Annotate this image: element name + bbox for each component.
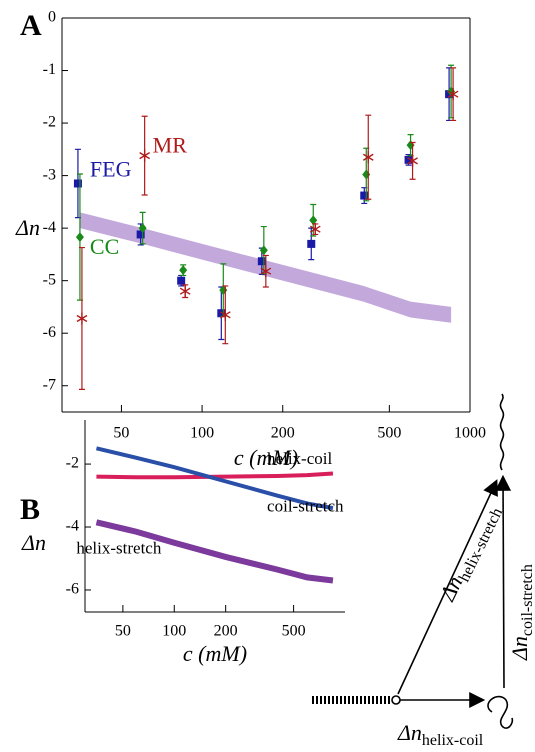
x-tick-label: 100 (162, 623, 186, 640)
x-axis-label: c (mM) (183, 641, 247, 666)
marker (404, 155, 413, 164)
joint (391, 695, 401, 705)
x-axis-label: c (mM) (234, 445, 298, 470)
marker (307, 239, 316, 248)
helix-icon (310, 696, 392, 704)
x-tick-label: 100 (190, 425, 214, 442)
x-tick-label: 200 (214, 623, 238, 640)
x-tick-label: 1000 (454, 425, 486, 442)
label-helix-stretch: Δnhelix-stretch (434, 500, 506, 607)
marker (447, 88, 459, 101)
marker (406, 140, 415, 151)
line (96, 471, 334, 480)
y-tick-label: -4 (43, 219, 56, 236)
symbol: Δn (397, 720, 422, 745)
y-tick-label: -3 (43, 166, 56, 183)
marker (76, 312, 88, 325)
marker (260, 265, 272, 278)
series-label: CC (90, 234, 119, 259)
diagram (310, 393, 514, 729)
line (95, 519, 334, 584)
x-tick-label: 500 (282, 623, 306, 640)
y-tick-label: -6 (66, 581, 79, 598)
y-tick-label: -1 (43, 61, 56, 78)
marker (360, 191, 369, 200)
y-tick-label: -2 (43, 114, 56, 131)
line-label: helix-coil (267, 449, 332, 468)
y-axis-label: Δn (21, 530, 46, 555)
marker (257, 257, 266, 266)
marker (309, 223, 321, 236)
marker (309, 215, 318, 226)
marker (138, 223, 147, 234)
y-tick-label: -5 (43, 271, 56, 288)
y-axis-label: Δn (15, 215, 40, 240)
marker (75, 232, 84, 243)
marker (445, 90, 454, 99)
marker (177, 276, 186, 285)
line (95, 446, 334, 511)
x-tick-label: 200 (271, 425, 295, 442)
y-tick-label: -4 (66, 518, 79, 535)
panel-label: A (20, 9, 42, 42)
subscript: helix-coil (422, 732, 484, 749)
marker (179, 285, 191, 298)
y-tick-label: -6 (43, 324, 56, 341)
x-tick-label: 50 (115, 623, 131, 640)
marker (362, 169, 371, 180)
line-label: helix-stretch (76, 539, 161, 558)
marker (136, 230, 145, 239)
marker (73, 179, 82, 188)
marker (139, 149, 151, 162)
subscript: coil-stretch (519, 564, 535, 636)
stretched-chain (499, 393, 505, 471)
x-tick-label: 500 (377, 425, 401, 442)
panel-label: B (20, 493, 40, 526)
coil-icon (487, 695, 514, 729)
marker (219, 308, 231, 321)
x-tick-label: 50 (113, 425, 129, 442)
label-helix-coil: Δnhelix-coil (397, 720, 484, 749)
marker (407, 154, 418, 167)
y-tick-label: -2 (66, 455, 79, 472)
series-label: MR (153, 133, 188, 158)
marker (179, 265, 188, 276)
marker (362, 151, 374, 164)
series-label: FEG (90, 157, 132, 182)
marker (259, 245, 268, 256)
symbol: Δn (507, 636, 532, 661)
y-tick-label: -7 (43, 376, 56, 393)
arrow-coil-stretch (495, 474, 512, 689)
arrow-helix-stretch (397, 479, 498, 695)
label-coil-stretch: Δncoil-stretch (507, 564, 535, 661)
marker (217, 309, 226, 318)
y-tick-label: 0 (48, 9, 56, 26)
line-label: coil-stretch (267, 496, 344, 515)
